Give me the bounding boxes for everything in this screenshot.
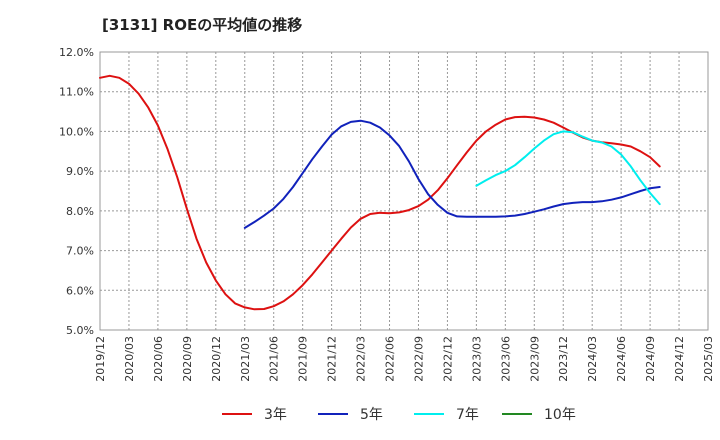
legend-label-5年: 5年 [360,407,383,423]
x-tick-label: 2024/06 [615,336,628,382]
legend-label-10年: 10年 [544,407,576,423]
x-tick-label: 2021/12 [326,336,339,382]
y-tick-label: 6.0% [66,284,94,297]
x-tick-label: 2022/06 [384,336,397,382]
y-tick-label: 7.0% [66,245,94,258]
x-tick-label: 2022/03 [355,336,368,382]
x-tick-label: 2022/09 [412,336,425,382]
x-tick-label: 2024/09 [644,336,657,382]
x-tick-label: 2020/06 [152,336,165,382]
x-tick-label: 2022/12 [441,336,454,382]
y-tick-label: 12.0% [59,46,94,59]
y-tick-label: 11.0% [59,86,94,99]
x-tick-label: 2019/12 [94,336,107,382]
series-line-3年 [99,74,661,311]
chart-title: [3131] ROEの平均値の推移 [102,16,303,34]
x-tick-label: 2020/09 [181,336,194,382]
x-tick-label: 2023/06 [499,336,512,382]
x-tick-label: 2023/09 [528,336,541,382]
series-line-5年 [243,119,661,229]
plot-frame [99,51,709,331]
y-tick-label: 9.0% [66,165,94,178]
x-tick-label: 2020/12 [210,336,223,382]
x-tick-label: 2023/12 [557,336,570,382]
x-tick-label: 2024/03 [586,336,599,382]
y-tick-label: 10.0% [59,125,94,138]
legend-label-7年: 7年 [456,407,479,423]
x-tick-label: 2023/03 [470,336,483,382]
x-tick-label: 2025/03 [702,336,715,382]
x-tick-label: 2021/06 [268,336,281,382]
y-tick-label: 8.0% [66,205,94,218]
x-tick-label: 2021/03 [239,336,252,382]
y-tick-label: 5.0% [66,324,94,337]
x-tick-label: 2024/12 [673,336,686,382]
series-line-7年 [475,130,661,206]
x-tick-label: 2021/09 [297,336,310,382]
x-tick-label: 2020/03 [123,336,136,382]
legend-label-3年: 3年 [264,407,287,423]
